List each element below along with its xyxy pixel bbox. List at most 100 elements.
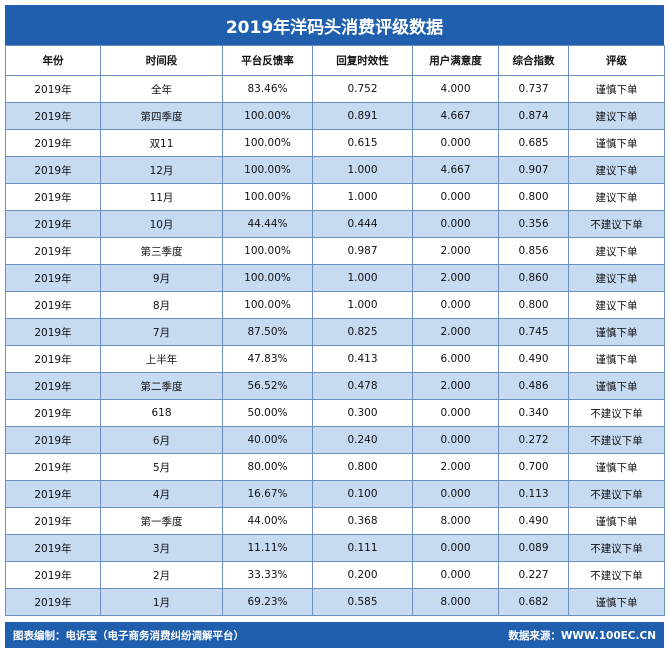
- table-cell: 2019年: [5, 237, 101, 265]
- table-cell: 2019年: [5, 291, 101, 319]
- table-cell: 0.240: [312, 426, 413, 454]
- table-cell: 0.356: [498, 210, 569, 238]
- table-cell: 谨慎下单: [568, 318, 665, 346]
- table-cell: 100.00%: [222, 156, 313, 184]
- table-cell: 0.000: [412, 210, 499, 238]
- table-row: 2019年 双11 100.00% 0.615 0.000 0.685 谨慎下单: [5, 129, 665, 157]
- table-cell: 第四季度: [100, 102, 223, 130]
- table-cell: 100.00%: [222, 291, 313, 319]
- table-cell: 0.100: [312, 480, 413, 508]
- table-cell: 2019年: [5, 210, 101, 238]
- table-cell: 不建议下单: [568, 480, 665, 508]
- table-cell: 2.000: [412, 453, 499, 481]
- table-cell: 谨慎下单: [568, 453, 665, 481]
- data-table: 年份 时间段 平台反馈率 回复时效性 用户满意度 综合指数 评级 2019年 全年 83.46%…: [5, 45, 665, 616]
- footer-credit: 图表编制：电诉宝（电子商务消费纠纷调解平台）: [13, 629, 244, 642]
- table-cell: 33.33%: [222, 561, 313, 589]
- table-cell: 第三季度: [100, 237, 223, 265]
- table-cell: 2019年: [5, 399, 101, 427]
- table-cell: 0.000: [412, 183, 499, 211]
- table-cell: 谨慎下单: [568, 588, 665, 616]
- table-cell: 4.000: [412, 75, 499, 103]
- table-cell: 谨慎下单: [568, 507, 665, 535]
- table-cell: 双11: [100, 129, 223, 157]
- table-row: 2019年 8月 100.00% 1.000 0.000 0.800 建议下单: [5, 291, 665, 319]
- table-cell: 0.907: [498, 156, 569, 184]
- table-cell: 0.368: [312, 507, 413, 535]
- table-cell: 0.585: [312, 588, 413, 616]
- table-cell: 建议下单: [568, 291, 665, 319]
- table-cell: 0.682: [498, 588, 569, 616]
- table-cell: 44.00%: [222, 507, 313, 535]
- column-header: 回复时效性: [312, 45, 413, 76]
- table-cell: 0.200: [312, 561, 413, 589]
- table-cell: 0.486: [498, 372, 569, 400]
- table-row: 2019年 1月 69.23% 0.585 8.000 0.682 谨慎下单: [5, 588, 665, 616]
- table-cell: 0.111: [312, 534, 413, 562]
- table-row: 2019年 第三季度 100.00% 0.987 2.000 0.856 建议下单: [5, 237, 665, 265]
- table-cell: 2019年: [5, 561, 101, 589]
- table-cell: 0.800: [498, 291, 569, 319]
- table-row: 2019年 10月 44.44% 0.444 0.000 0.356 不建议下单: [5, 210, 665, 238]
- footer: 图表编制：电诉宝（电子商务消费纠纷调解平台） 数据来源：WWW.100EC.CN: [5, 622, 664, 648]
- table-cell: 2月: [100, 561, 223, 589]
- table-cell: 2019年: [5, 264, 101, 292]
- table-cell: 5月: [100, 453, 223, 481]
- table-row: 2019年 6月 40.00% 0.240 0.000 0.272 不建议下单: [5, 426, 665, 454]
- table-cell: 0.800: [312, 453, 413, 481]
- table-cell: 0.752: [312, 75, 413, 103]
- title: 2019年洋码头消费评级数据: [5, 5, 664, 45]
- table-cell: 2019年: [5, 345, 101, 373]
- table-cell: 0.615: [312, 129, 413, 157]
- table-cell: 0.987: [312, 237, 413, 265]
- table-cell: 1.000: [312, 156, 413, 184]
- table-row: 2019年 12月 100.00% 1.000 4.667 0.907 建议下单: [5, 156, 665, 184]
- table-cell: 不建议下单: [568, 210, 665, 238]
- table-cell: 2019年: [5, 129, 101, 157]
- table-row: 2019年 第一季度 44.00% 0.368 8.000 0.490 谨慎下单: [5, 507, 665, 535]
- table-cell: 0.490: [498, 345, 569, 373]
- table-cell: 7月: [100, 318, 223, 346]
- table-cell: 4月: [100, 480, 223, 508]
- table-cell: 100.00%: [222, 183, 313, 211]
- column-header: 综合指数: [498, 45, 569, 76]
- table-row: 2019年 全年 83.46% 0.752 4.000 0.737 谨慎下单: [5, 75, 665, 103]
- table-cell: 3月: [100, 534, 223, 562]
- table-cell: 2019年: [5, 102, 101, 130]
- table-cell: 0.113: [498, 480, 569, 508]
- table-row: 2019年 第四季度 100.00% 0.891 4.667 0.874 建议下单: [5, 102, 665, 130]
- table-cell: 2019年: [5, 318, 101, 346]
- header-row: 年份 时间段 平台反馈率 回复时效性 用户满意度 综合指数 评级: [5, 45, 665, 76]
- table-row: 2019年 第二季度 56.52% 0.478 2.000 0.486 谨慎下单: [5, 372, 665, 400]
- table-cell: 0.874: [498, 102, 569, 130]
- table-cell: 0.490: [498, 507, 569, 535]
- table-cell: 0.272: [498, 426, 569, 454]
- table-cell: 2019年: [5, 480, 101, 508]
- table-cell: 11.11%: [222, 534, 313, 562]
- table-cell: 谨慎下单: [568, 129, 665, 157]
- table-cell: 建议下单: [568, 156, 665, 184]
- table-cell: 不建议下单: [568, 561, 665, 589]
- table-cell: 0.413: [312, 345, 413, 373]
- table-cell: 10月: [100, 210, 223, 238]
- table-cell: 0.478: [312, 372, 413, 400]
- table-cell: 0.089: [498, 534, 569, 562]
- table-cell: 80.00%: [222, 453, 313, 481]
- column-header: 年份: [5, 45, 101, 76]
- table-cell: 不建议下单: [568, 399, 665, 427]
- table-cell: 8.000: [412, 507, 499, 535]
- table-cell: 6.000: [412, 345, 499, 373]
- table-cell: 0.856: [498, 237, 569, 265]
- table-cell: 2019年: [5, 75, 101, 103]
- table-cell: 44.44%: [222, 210, 313, 238]
- table-cell: 1.000: [312, 291, 413, 319]
- table-cell: 0.000: [412, 534, 499, 562]
- table-cell: 2019年: [5, 453, 101, 481]
- table-cell: 0.000: [412, 399, 499, 427]
- table-cell: 2019年: [5, 588, 101, 616]
- table-cell: 11月: [100, 183, 223, 211]
- column-header: 评级: [568, 45, 665, 76]
- table-cell: 1.000: [312, 264, 413, 292]
- table-cell: 1月: [100, 588, 223, 616]
- footer-source: 数据来源：WWW.100EC.CN: [508, 629, 656, 642]
